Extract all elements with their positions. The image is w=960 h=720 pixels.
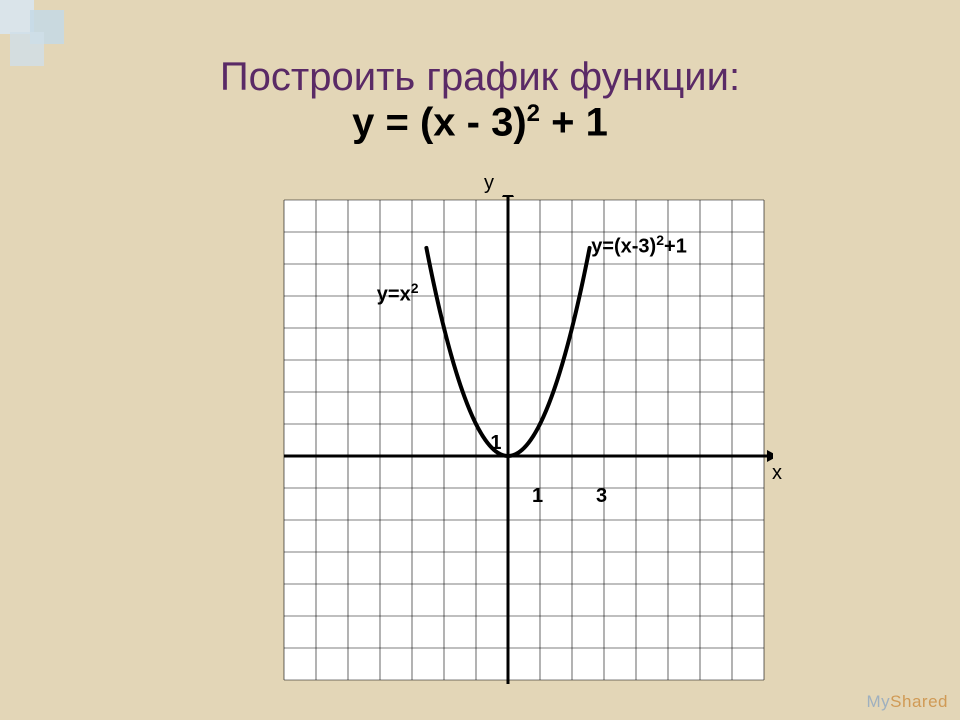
- graph-svg: [275, 195, 773, 685]
- watermark: MyShared: [867, 692, 949, 712]
- curve-label: y=(x-3)2+1: [591, 232, 687, 259]
- tick-label: 3: [596, 485, 607, 508]
- x-axis-label: x: [772, 462, 782, 485]
- watermark-my: My: [867, 692, 891, 711]
- slide-title: Построить график функции: y = (x - 3)2 +…: [0, 55, 960, 145]
- tick-label: 1: [490, 432, 501, 455]
- title-line-2: y = (x - 3)2 + 1: [0, 100, 960, 145]
- title-formula-exponent: 2: [527, 100, 540, 127]
- title-line-1: Построить график функции:: [0, 55, 960, 100]
- watermark-shared: Shared: [890, 692, 948, 711]
- curve-label: y=x2: [377, 280, 419, 307]
- graph-area: xy113y=x2y=(x-3)2+1: [275, 195, 773, 685]
- title-formula-prefix: y = (x - 3): [352, 100, 527, 144]
- y-axis-label: y: [484, 172, 494, 195]
- title-formula-suffix: + 1: [540, 100, 608, 144]
- tick-label: 1: [532, 485, 543, 508]
